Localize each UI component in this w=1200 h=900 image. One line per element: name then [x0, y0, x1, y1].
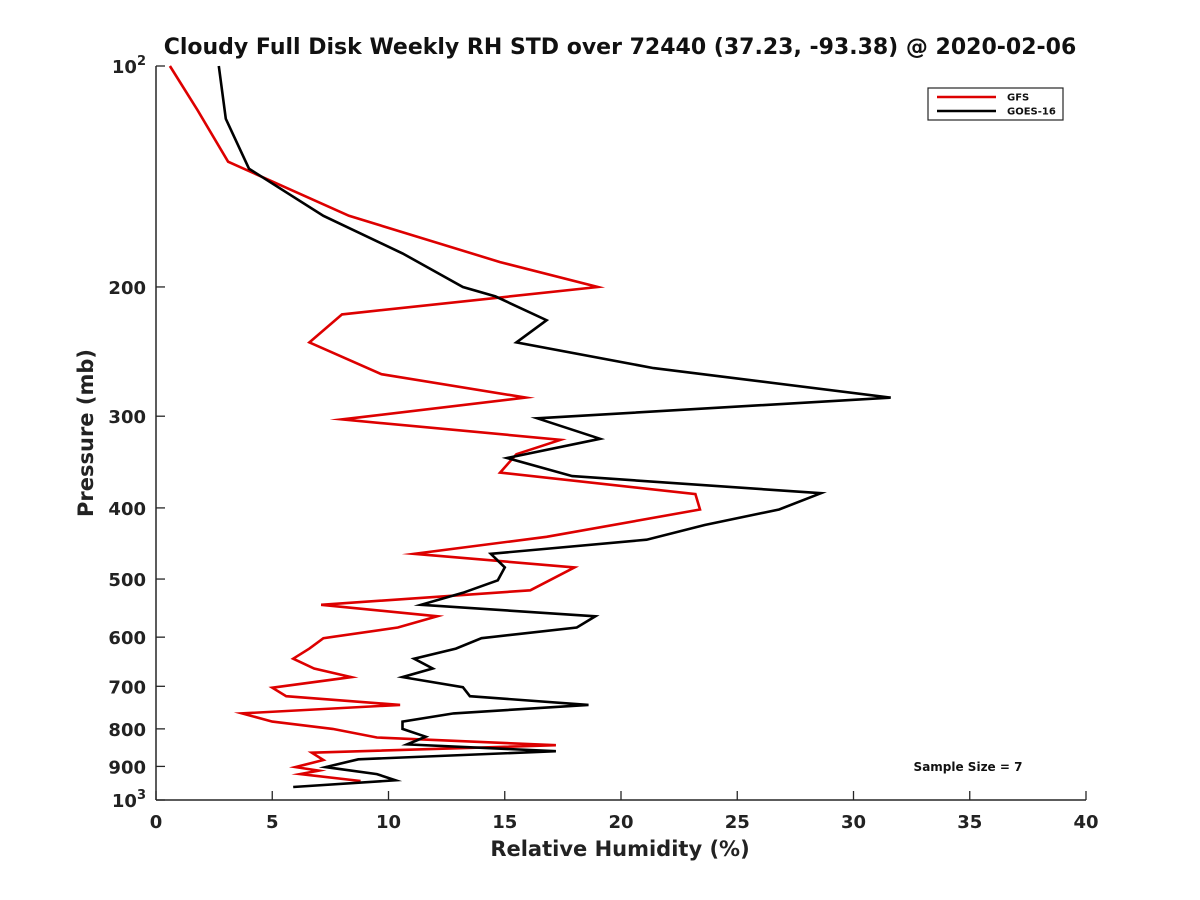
x-tick-label: 40 — [1073, 812, 1098, 833]
legend-box — [927, 87, 1064, 121]
legend-entry-label: GFS — [1007, 93, 1029, 104]
legend: GFS GOES-16 — [927, 87, 1064, 121]
x-ticks: 0 5 10 15 20 25 30 35 40 — [150, 791, 1099, 833]
x-tick-label: 25 — [725, 812, 750, 833]
chart-title: Cloudy Full Disk Weekly RH STD over 7244… — [164, 35, 1077, 60]
y-tick-base: 10 — [112, 57, 137, 78]
y-axis-label: Pressure (mb) — [74, 349, 98, 517]
x-tick-label: 5 — [266, 812, 279, 833]
sample-size-annotation: Sample Size = 7 — [914, 760, 1023, 774]
y-tick-label: 200 — [108, 278, 146, 299]
y-tick-label: 700 — [108, 677, 146, 698]
x-tick-label: 10 — [376, 812, 401, 833]
series-lines — [168, 65, 891, 789]
y-tick-label: 300 — [108, 407, 146, 428]
y-tick-label: 600 — [108, 628, 146, 649]
legend-entry-label: GOES-16 — [1007, 107, 1056, 118]
x-tick-label: 30 — [841, 812, 866, 833]
x-tick-label: 0 — [150, 812, 163, 833]
y-tick-label: 900 — [108, 757, 146, 778]
series-line-gfs — [168, 65, 702, 783]
y-tick-exponent: 3 — [137, 788, 146, 803]
y-tick-exponent: 2 — [137, 54, 146, 69]
y-tick-label: 102 — [112, 54, 146, 78]
x-tick-label: 20 — [608, 812, 633, 833]
x-axis-label: Relative Humidity (%) — [490, 837, 749, 861]
series-line-goes-16 — [217, 65, 891, 789]
y-tick-label: 103 — [112, 788, 146, 812]
y-tick-label: 400 — [108, 499, 146, 520]
x-tick-label: 15 — [492, 812, 517, 833]
y-tick-base: 10 — [112, 791, 137, 812]
plot-area — [155, 66, 1086, 801]
x-tick-label: 35 — [957, 812, 982, 833]
y-tick-label: 500 — [108, 570, 146, 591]
y-tick-label: 800 — [108, 720, 146, 741]
